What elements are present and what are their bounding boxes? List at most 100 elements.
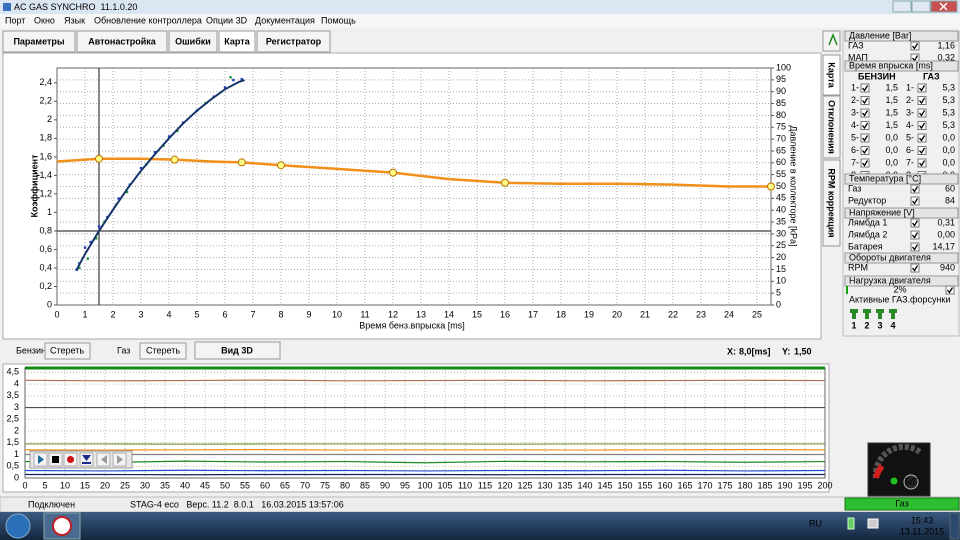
language: RU — [809, 518, 822, 528]
side-tab[interactable] — [822, 159, 841, 247]
y-tick-label: 0 — [14, 472, 19, 482]
checkbox[interactable] — [860, 96, 870, 105]
injector-icon — [889, 309, 897, 319]
petrol-clear-button[interactable] — [44, 342, 91, 360]
tab[interactable] — [256, 30, 331, 53]
x-tick-label: 145 — [597, 480, 612, 490]
taskbar — [0, 512, 960, 540]
x-tick-label: 65 — [280, 480, 290, 490]
y-tick-label: 2,5 — [6, 414, 19, 424]
side-tab-label[interactable]: Отклонения — [827, 100, 837, 154]
gauge-button[interactable] — [903, 474, 919, 490]
y-axis-title: Коэффициент — [29, 154, 39, 218]
y-tick-label: 1 — [14, 449, 19, 459]
tab[interactable] — [168, 30, 218, 53]
check-mark — [911, 244, 919, 251]
button-label[interactable]: Стереть — [146, 345, 180, 355]
section-title: Время впрыска [ms] — [849, 60, 933, 70]
checkbox[interactable] — [917, 121, 927, 130]
param-label: МАП — [848, 52, 868, 62]
map-node[interactable] — [767, 182, 775, 191]
map-node[interactable] — [389, 168, 397, 177]
checkbox[interactable] — [910, 230, 920, 240]
x-tick-label: 165 — [677, 480, 692, 490]
checkbox[interactable] — [910, 184, 920, 194]
checkbox[interactable] — [860, 133, 870, 143]
x-tick-label: 80 — [340, 480, 350, 490]
tab-label[interactable]: Автонастройка — [88, 36, 157, 46]
menu-item[interactable]: Язык — [64, 15, 85, 25]
side-tab-icon[interactable] — [822, 30, 841, 52]
show-desktop[interactable] — [949, 512, 960, 540]
tab-label[interactable]: Параметры — [13, 36, 64, 46]
tab[interactable] — [2, 30, 76, 53]
petrol-time: 1,5 — [885, 82, 898, 92]
close-icon — [939, 2, 948, 11]
checkbox[interactable] — [860, 108, 870, 118]
checkbox[interactable] — [910, 196, 920, 206]
checkbox[interactable] — [917, 96, 927, 105]
map-node[interactable] — [237, 158, 246, 167]
checkbox[interactable] — [860, 83, 870, 93]
checkbox[interactable] — [910, 41, 920, 51]
tray-icon[interactable] — [867, 518, 879, 529]
sample-point — [97, 225, 101, 228]
map-node[interactable] — [277, 161, 285, 170]
gas-clear-button[interactable] — [139, 342, 187, 360]
view3d-button[interactable] — [194, 341, 281, 360]
tab-label[interactable]: Карта — [224, 36, 250, 46]
minimize-button[interactable] — [892, 0, 912, 13]
start-button[interactable] — [5, 513, 31, 539]
maximize-button[interactable] — [911, 0, 931, 13]
check-mark — [861, 110, 869, 117]
load-bar — [846, 286, 848, 294]
cyl-label: 7- — [851, 157, 859, 167]
checkbox[interactable] — [860, 121, 870, 130]
checkbox[interactable] — [917, 133, 927, 143]
checkbox[interactable] — [917, 108, 927, 118]
menu-item[interactable]: Порт — [5, 15, 25, 25]
menu-item[interactable]: Обновление контроллера — [94, 15, 202, 25]
tab[interactable] — [76, 30, 168, 53]
tray-icon[interactable] — [847, 517, 855, 530]
tab[interactable] — [218, 30, 256, 53]
x-tick-label: 11 — [360, 309, 369, 319]
button-label[interactable]: Стереть — [50, 345, 84, 355]
menu-item[interactable]: Документация — [255, 15, 315, 25]
side-tab-label[interactable]: RPM коррекция — [827, 168, 837, 237]
menu-item[interactable]: Окно — [34, 15, 55, 25]
tab-label[interactable]: Ошибки — [175, 36, 211, 46]
section-header — [844, 252, 959, 264]
map-node[interactable] — [95, 154, 103, 163]
checkbox[interactable] — [917, 83, 927, 93]
y-tick-label: 0,2 — [39, 281, 52, 291]
x-tick-label: 25 — [752, 309, 762, 319]
menu-item[interactable]: Опции 3D — [206, 15, 248, 25]
map-node[interactable] — [170, 155, 179, 164]
y2-tick-label: 45 — [776, 193, 786, 203]
x-tick-label: 75 — [320, 480, 330, 490]
checkbox[interactable] — [917, 158, 927, 168]
checkbox[interactable] — [917, 146, 927, 155]
checkbox[interactable] — [945, 285, 955, 295]
cyl-label: 6- — [906, 145, 914, 155]
map-node[interactable] — [501, 178, 509, 187]
side-tab[interactable] — [822, 95, 841, 159]
sample-point — [78, 266, 81, 270]
side-tab-label[interactable]: Карта — [827, 62, 837, 88]
y-tick-label: 0,4 — [39, 262, 52, 272]
button-label[interactable]: Вид 3D — [221, 345, 253, 355]
y-tick-label: 1,5 — [6, 437, 19, 447]
gas-time: 0,0 — [942, 132, 955, 142]
x-tick-label: 130 — [537, 480, 552, 490]
checkbox[interactable] — [910, 218, 920, 228]
checkbox[interactable] — [910, 263, 920, 273]
checkbox[interactable] — [910, 242, 920, 252]
side-tab[interactable] — [822, 54, 841, 96]
menu-item[interactable]: Помощь — [321, 15, 356, 25]
tab-label[interactable]: Регистратор — [266, 36, 322, 46]
check-mark — [918, 122, 926, 130]
checkbox[interactable] — [860, 146, 870, 155]
checkbox[interactable] — [860, 158, 870, 168]
